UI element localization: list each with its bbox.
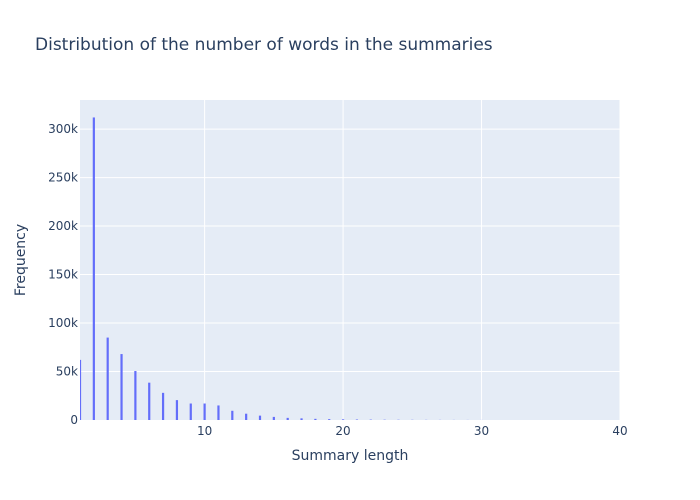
chart-title: Distribution of the number of words in t… xyxy=(35,35,493,55)
y-tick-labels: 0 50k 100k 150k 200k 250k 300k xyxy=(48,122,78,427)
histogram-bar[interactable] xyxy=(134,371,137,420)
histogram-bar[interactable] xyxy=(189,403,192,420)
x-tick-label: 40 xyxy=(612,424,627,438)
gridlines xyxy=(80,100,621,420)
y-tick-label: 100k xyxy=(48,316,78,330)
y-tick-label: 300k xyxy=(48,122,78,136)
y-tick-label: 250k xyxy=(48,171,78,185)
histogram-bar[interactable] xyxy=(120,354,123,420)
histogram-bar[interactable] xyxy=(258,415,262,420)
x-tick-label: 10 xyxy=(197,424,212,438)
y-tick-label: 200k xyxy=(48,219,78,233)
histogram-bar[interactable] xyxy=(80,359,82,420)
histogram-bar[interactable] xyxy=(286,417,289,420)
x-tick-labels: 10 20 30 40 xyxy=(197,424,628,438)
histogram-bar[interactable] xyxy=(341,419,345,420)
bars xyxy=(80,117,483,421)
x-tick-label: 30 xyxy=(474,424,489,438)
x-tick-label: 20 xyxy=(335,424,350,438)
histogram-bar[interactable] xyxy=(314,418,317,420)
y-tick-label: 50k xyxy=(56,365,78,379)
histogram-bar[interactable] xyxy=(328,419,331,420)
y-tick-label: 150k xyxy=(48,268,78,282)
histogram-bar[interactable] xyxy=(272,416,275,420)
histogram-bar[interactable] xyxy=(106,337,109,420)
histogram-bar[interactable] xyxy=(148,382,151,420)
histogram-bar[interactable] xyxy=(300,418,303,420)
histogram-bar[interactable] xyxy=(161,392,165,420)
y-axis-title: Frequency xyxy=(13,224,29,296)
histogram-bar[interactable] xyxy=(217,405,220,420)
y-tick-label: 0 xyxy=(70,413,78,427)
x-axis-title: Summary length xyxy=(292,448,409,464)
histogram-bar[interactable] xyxy=(203,403,206,420)
histogram-bar[interactable] xyxy=(245,413,248,420)
histogram-bar[interactable] xyxy=(175,400,179,420)
plot-area xyxy=(80,100,620,420)
histogram-bar[interactable] xyxy=(92,117,95,421)
histogram-bar[interactable] xyxy=(231,410,234,420)
